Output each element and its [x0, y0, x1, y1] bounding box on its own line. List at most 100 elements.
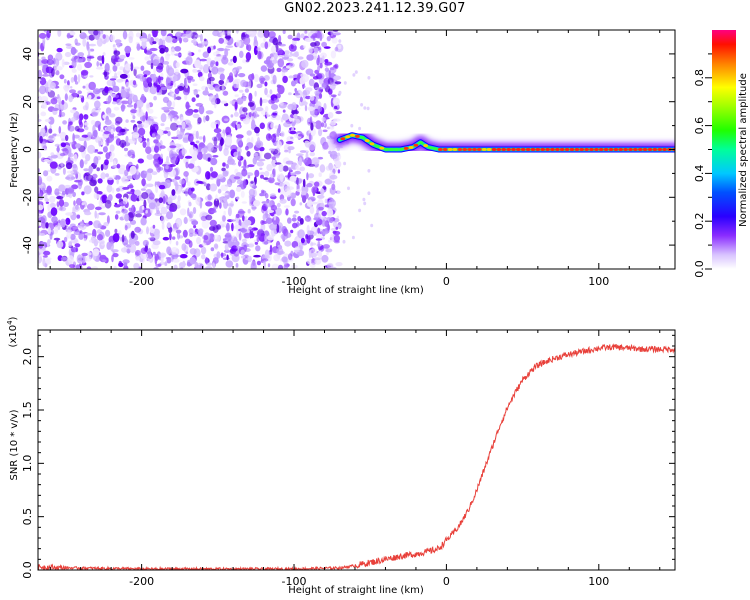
noise-speck: [122, 86, 125, 90]
noise-speck: [207, 46, 212, 54]
noise-speck: [198, 136, 203, 140]
noise-speck: [236, 123, 241, 130]
noise-speck: [153, 158, 160, 167]
noise-speck: [209, 183, 218, 192]
noise-speck: [86, 203, 95, 211]
noise-speck: [227, 62, 234, 66]
noise-speck: [271, 45, 277, 54]
signal-core: [467, 148, 472, 151]
noise-speck: [254, 90, 257, 97]
noise-speck: [160, 83, 165, 88]
spectrogram-y-axis-label: Frequency (Hz): [9, 112, 20, 188]
noise-speck: [248, 79, 252, 89]
noise-speck: [185, 161, 189, 169]
noise-speck: [206, 142, 214, 152]
noise-speck: [309, 151, 316, 157]
noise-speck: [317, 240, 321, 249]
noise-speck: [187, 133, 194, 143]
noise-speck: [295, 164, 300, 171]
noise-speck: [260, 65, 268, 72]
noise-speck: [224, 249, 231, 253]
noise-speck: [88, 239, 93, 243]
noise-speck: [96, 234, 104, 241]
noise-speck: [308, 141, 316, 151]
noise-speck: [285, 160, 294, 165]
noise-speck: [229, 100, 236, 105]
noise-speck: [119, 139, 127, 148]
noise-speck: [97, 151, 104, 155]
noise-speck: [174, 46, 182, 52]
noise-speck: [64, 93, 68, 101]
noise-speck: [304, 104, 308, 112]
noise-speck: [162, 96, 170, 103]
noise-speck: [140, 247, 148, 254]
noise-speck: [164, 179, 172, 189]
noise-speck: [286, 58, 294, 62]
noise-speck: [247, 208, 251, 214]
signal-core: [511, 148, 516, 151]
noise-speck: [65, 43, 72, 46]
noise-speck: [38, 151, 42, 159]
noise-speck: [316, 234, 323, 238]
noise-speck: [150, 62, 154, 70]
noise-speck: [44, 198, 49, 202]
noise-speck: [116, 99, 122, 106]
noise-speck: [90, 235, 97, 244]
signal-core: [359, 136, 365, 139]
noise-speck: [293, 249, 300, 253]
noise-speck: [201, 242, 207, 247]
noise-speck: [243, 36, 251, 46]
signal-core: [452, 148, 458, 151]
noise-speck: [184, 77, 187, 87]
noise-speck: [105, 173, 109, 178]
noise-speck: [245, 216, 248, 219]
noise-speck: [253, 74, 259, 83]
noise-speck: [268, 133, 271, 139]
noise-speck: [138, 127, 146, 136]
noise-speck: [84, 232, 93, 236]
noise-speck: [242, 215, 245, 222]
noise-speck: [115, 126, 123, 133]
noise-speck: [259, 171, 266, 176]
noise-speck: [259, 167, 263, 170]
noise-speck: [210, 157, 218, 166]
signal-core: [398, 147, 404, 151]
noise-speck: [311, 201, 319, 205]
noise-speck: [241, 168, 248, 177]
noise-speck: [330, 30, 334, 37]
noise-speck: [133, 67, 137, 77]
noise-speck: [343, 161, 347, 166]
noise-speck: [42, 257, 46, 267]
noise-speck: [65, 45, 73, 49]
noise-speck: [86, 35, 90, 40]
noise-speck: [154, 255, 158, 265]
noise-speck: [227, 206, 232, 217]
noise-speck: [255, 245, 261, 252]
noise-speck: [106, 79, 115, 87]
noise-speck: [166, 222, 171, 229]
signal-core: [584, 148, 589, 151]
noise-speck: [186, 181, 191, 187]
noise-speck: [198, 49, 201, 53]
noise-speck: [186, 75, 194, 81]
signal-core: [589, 148, 594, 151]
noise-speck: [195, 130, 199, 140]
noise-speck: [224, 136, 233, 146]
noise-speck: [109, 78, 117, 81]
noise-speck: [298, 133, 303, 137]
noise-speck: [202, 135, 206, 144]
noise-speck: [270, 122, 274, 129]
noise-speck: [131, 153, 136, 159]
noise-speck: [329, 186, 336, 195]
noise-speck: [119, 66, 124, 71]
noise-speck: [141, 120, 150, 128]
noise-speck: [88, 94, 92, 100]
noise-speck: [40, 221, 47, 229]
noise-speck: [224, 82, 227, 86]
noise-speck: [158, 184, 166, 190]
noise-speck: [268, 148, 275, 152]
noise-speck: [248, 102, 255, 107]
noise-speck: [143, 74, 148, 78]
noise-speck: [76, 214, 81, 219]
noise-speck: [74, 81, 79, 85]
